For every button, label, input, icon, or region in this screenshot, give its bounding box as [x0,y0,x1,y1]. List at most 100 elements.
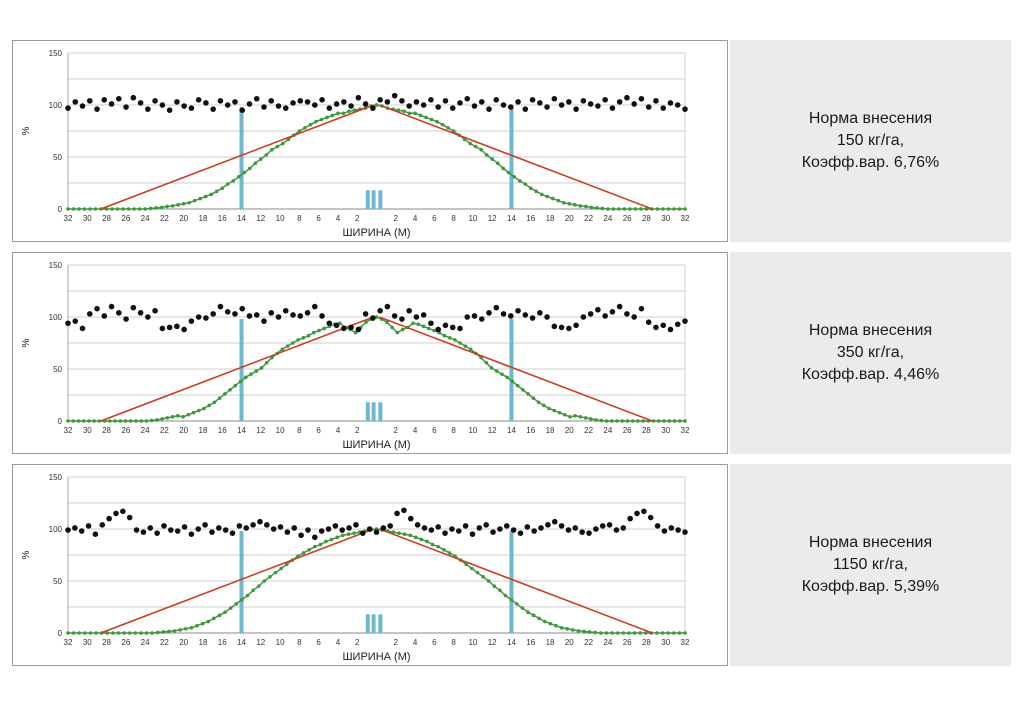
single-pass-point [534,189,539,194]
single-pass-point [108,419,112,423]
rate-title: Норма внесения [808,534,933,551]
total-point [370,105,376,111]
total-point [348,324,354,331]
x-tick-label: 8 [451,214,456,223]
single-pass-point [181,415,185,419]
total-point [599,523,606,529]
total-point [631,101,637,107]
single-pass-point [165,416,170,420]
total-point [500,311,507,317]
total-point [634,510,640,517]
total-point [277,524,284,530]
single-pass-point [150,631,154,635]
x-tick-label: 22 [584,426,593,435]
x-tick-label: 6 [432,214,437,223]
total-point [391,313,398,319]
single-pass-point [571,628,575,632]
single-pass-point [593,630,598,635]
total-point [174,528,181,534]
total-point [319,97,325,103]
x-tick-label: 20 [565,638,574,647]
single-pass-point [364,320,368,324]
total-point [387,523,394,529]
x-tick-label: 6 [316,426,321,435]
total-point [297,98,304,104]
x-tick-label: 6 [432,426,437,435]
total-point [620,525,627,531]
single-pass-point [301,551,306,555]
total-point [667,100,674,106]
x-tick-label: 6 [316,638,321,647]
single-pass-point [495,161,500,166]
total-point [613,527,620,533]
x-tick-label: 18 [199,426,208,435]
x-tick-label: 32 [64,426,73,435]
total-point [359,530,366,536]
total-point [653,324,659,331]
total-point [113,510,119,517]
theoretical-line [100,528,374,634]
single-pass-point [311,330,316,335]
total-point [78,528,85,534]
total-point [99,522,106,528]
single-pass-point [198,196,203,201]
pass-marker [371,614,376,633]
rate-value: 350 кг/га, [836,344,905,361]
total-point [366,526,373,532]
single-pass-point [484,360,489,365]
pass-marker [365,402,370,421]
total-point [653,98,659,104]
single-pass-point [144,631,149,635]
total-point [507,313,514,319]
single-pass-point [501,166,506,171]
single-pass-point [133,631,138,635]
single-pass-point [330,113,335,118]
x-tick-label: 12 [256,638,265,647]
single-pass-point [234,602,239,606]
single-pass-point [595,206,599,210]
total-point [435,524,442,530]
total-point [229,530,236,536]
single-pass-point [279,566,283,571]
single-pass-point [583,416,588,420]
single-pass-point [633,207,638,211]
single-pass-point [567,202,572,206]
total-point [236,523,243,529]
total-point [522,106,529,112]
single-pass-point [573,414,577,418]
single-pass-point [297,129,302,133]
single-pass-point [259,157,263,161]
total-point [312,102,318,108]
total-point [130,304,137,311]
total-point [551,323,558,330]
single-pass-point [644,207,649,211]
single-pass-point [176,203,180,207]
total-point [497,526,503,532]
x-tick-label: 28 [102,638,111,647]
single-pass-point [249,372,253,376]
pass-marker [509,107,514,209]
total-point [420,102,427,108]
pass-marker [378,614,383,633]
x-tick-label: 22 [160,214,169,223]
single-pass-point [308,122,313,127]
x-tick-label: 26 [121,638,130,647]
x-tick-label: 26 [623,214,632,223]
total-point [224,309,231,315]
total-point [435,326,442,333]
single-pass-point [486,579,491,583]
total-point [645,319,652,325]
y-tick-label: 50 [53,365,62,374]
total-point [566,99,572,105]
single-pass-point [552,408,557,413]
total-point [531,528,537,534]
total-point [326,320,333,327]
total-point [239,107,246,113]
single-pass-point [510,379,515,384]
single-pass-point [144,419,149,423]
total-point [580,98,587,104]
single-pass-point [313,544,317,549]
total-point [92,531,99,537]
single-pass-point [186,412,191,417]
total-point [152,98,158,104]
